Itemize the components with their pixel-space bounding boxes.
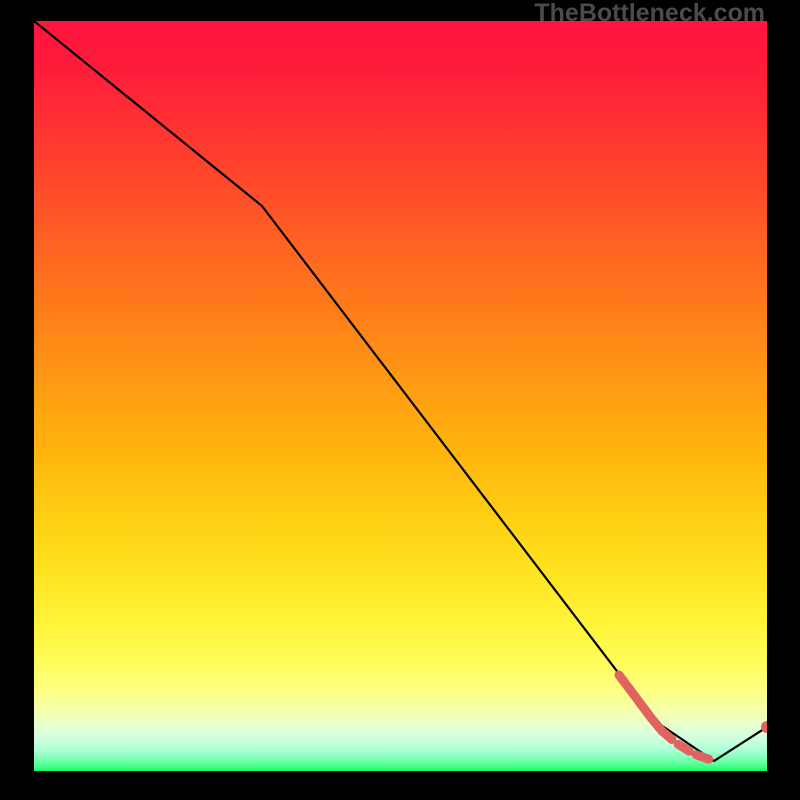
watermark-text: TheBottleneck.com bbox=[534, 0, 765, 28]
gradient-background bbox=[34, 21, 767, 771]
chart-frame: TheBottleneck.com bbox=[0, 0, 800, 800]
chart-svg bbox=[34, 21, 767, 771]
plot-area bbox=[34, 21, 767, 771]
